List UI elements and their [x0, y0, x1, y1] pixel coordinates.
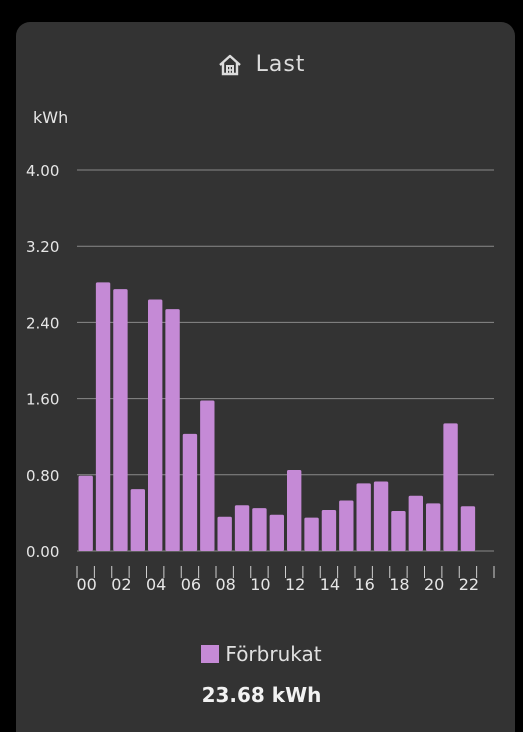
- card-title: Last: [255, 52, 306, 77]
- x-tick-label: 04: [146, 575, 166, 594]
- y-tick-label: 3.20: [26, 238, 59, 256]
- bar: [78, 475, 93, 551]
- bar: [373, 481, 389, 551]
- x-tick-label: 08: [216, 575, 236, 594]
- x-tick-label: 12: [285, 575, 305, 594]
- x-tick-label: 14: [320, 575, 340, 594]
- y-tick-label: 4.00: [26, 162, 59, 180]
- bar: [165, 309, 180, 551]
- y-tick-label: 1.60: [26, 391, 59, 409]
- bar-chart: 0.00 0.80 1.60 2.40 3.20 4.00 00 02 04 06 08 10 12 14…: [26, 162, 495, 594]
- y-tick-label: 2.40: [26, 314, 59, 332]
- bar: [113, 289, 128, 551]
- bar: [287, 470, 302, 551]
- bar: [460, 506, 476, 551]
- bar: [269, 514, 284, 551]
- bar: [182, 433, 198, 551]
- bar: [200, 400, 215, 551]
- x-tick-label: 00: [77, 575, 97, 594]
- total-value: 23.68 kWh: [201, 683, 322, 707]
- bar: [339, 500, 354, 551]
- bar: [304, 517, 319, 551]
- bar: [391, 510, 406, 551]
- x-tick-label: 20: [424, 575, 444, 594]
- bar: [148, 299, 163, 551]
- bar: [321, 510, 337, 551]
- x-tick-label: 10: [250, 575, 270, 594]
- y-tick-label: 0.80: [26, 467, 59, 485]
- legend-label: Förbrukat: [225, 642, 322, 666]
- bar: [130, 489, 145, 551]
- bar: [443, 423, 458, 551]
- home-icon: [218, 54, 241, 75]
- bar: [95, 282, 111, 551]
- bar: [426, 503, 441, 551]
- bar: [408, 495, 423, 551]
- bar: [356, 483, 371, 551]
- card-header: Last: [0, 52, 523, 77]
- legend[interactable]: Förbrukat: [0, 642, 523, 666]
- y-tick-label: 0.00: [26, 543, 59, 561]
- x-tick-label: 16: [355, 575, 375, 594]
- x-tick-label: 06: [181, 575, 201, 594]
- x-tick-label: 22: [459, 575, 479, 594]
- x-tick-label: 18: [389, 575, 409, 594]
- bar: [217, 516, 232, 551]
- legend-swatch: [201, 645, 220, 663]
- bar: [234, 505, 250, 551]
- bar: [252, 508, 267, 551]
- y-axis-unit: kWh: [33, 108, 69, 127]
- x-tick-label: 02: [111, 575, 131, 594]
